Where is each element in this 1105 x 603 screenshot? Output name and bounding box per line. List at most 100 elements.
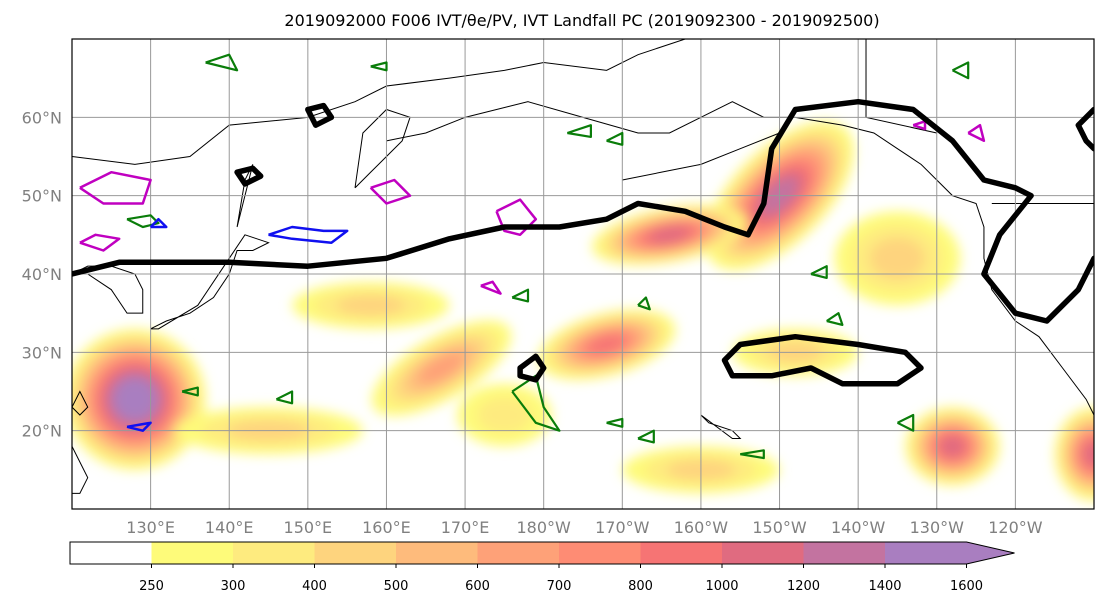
pv-contour-green-15	[275, 390, 294, 405]
pv-contour-green-11	[511, 288, 530, 303]
pv-contour-green-14	[897, 413, 915, 432]
pv-contour-green-3	[740, 449, 765, 460]
lat-label-30: 30°N	[22, 343, 62, 362]
ivt-region-2	[72, 328, 206, 470]
lon-label-160: 160°E	[362, 518, 411, 537]
colorbar: 250 300 400 500 600 700 800 1000 1200 1400 1600	[69, 541, 1015, 594]
colorbar-label-1000: 1000	[705, 579, 738, 594]
ivt-level-600	[419, 352, 464, 384]
pv-contour-green-5	[566, 124, 593, 138]
lat-label-60: 60°N	[22, 108, 62, 127]
gridlines	[72, 39, 1094, 509]
theta-contour-magenta-0	[79, 170, 152, 205]
theta-contour-magenta-2	[369, 178, 412, 205]
lat-label-20: 20°N	[22, 422, 62, 441]
lon-label-190: 170°W	[595, 518, 650, 537]
colorbar-segment-5	[477, 542, 560, 564]
colorbar-label-800: 800	[628, 579, 653, 594]
theta-contour-magenta-5	[967, 123, 986, 143]
colorbar-label-600: 600	[465, 579, 490, 594]
lon-label-210: 150°W	[752, 518, 807, 537]
longitude-labels: 130°E 140°E 150°E 160°E 170°E 180°W 170°W 160°W…	[126, 518, 1042, 537]
colorbar-label-400: 400	[302, 579, 327, 594]
ivt-level-400	[336, 295, 405, 316]
coastline-3	[150, 234, 270, 330]
lon-label-200: 160°W	[674, 518, 729, 537]
ivt-region-11	[457, 383, 552, 447]
pv-contour-green-10	[370, 61, 388, 72]
pv-contour-green-4	[810, 265, 828, 279]
theta-contour-blue-1	[126, 421, 152, 432]
pv-contour-green-7	[205, 53, 239, 72]
pc-loop-kamchatka	[305, 102, 335, 128]
colorbar-label-500: 500	[384, 579, 409, 594]
theta-contour-blue-0	[268, 225, 349, 244]
pc-loop-eastedge	[1075, 106, 1094, 152]
coastline-9	[700, 414, 742, 439]
theta-contour-magenta-6	[912, 120, 927, 131]
pv-contour-green-2	[606, 417, 624, 428]
lon-label-130: 130°E	[126, 518, 175, 537]
theta-contour-magenta-1	[79, 233, 121, 252]
lon-label-240: 120°W	[988, 518, 1043, 537]
colorbar-label-250: 250	[139, 579, 164, 594]
colorbar-label-1400: 1400	[868, 579, 901, 594]
ivt-level-1600	[118, 383, 151, 416]
theta-contour-blue-2	[149, 217, 168, 229]
lon-label-230: 130°W	[910, 518, 965, 537]
lon-label-180: 180°W	[517, 518, 572, 537]
colorbar-segment-3	[314, 542, 397, 564]
ivt-region-5	[905, 407, 1000, 486]
ivt-level-300	[477, 396, 532, 434]
pv-contour-green-9	[952, 61, 970, 80]
coastline-1	[354, 108, 411, 189]
pv-contour-green-12	[637, 296, 651, 311]
coastline-7	[386, 101, 1094, 416]
pc-loop-180	[517, 353, 547, 383]
map-frame	[71, 38, 1095, 510]
ivt-region-10	[292, 281, 450, 329]
colorbar-segment-10	[885, 542, 967, 564]
colorbar-segment-4	[396, 542, 478, 564]
lon-label-220: 140°W	[831, 518, 886, 537]
colorbar-label-300: 300	[221, 579, 246, 594]
colorbar-label-700: 700	[547, 579, 572, 594]
pv-contour-green-0	[126, 214, 160, 229]
coastline-6	[72, 446, 89, 494]
contour-layer	[72, 53, 1094, 460]
colorbar-segment-2	[233, 542, 315, 564]
lon-label-170: 170°E	[441, 518, 490, 537]
colorbar-segment-1	[151, 542, 234, 564]
colorbar-label-1200: 1200	[787, 579, 820, 594]
chart-title: 2019092000 F006 IVT/θe/PV, IVT Landfall …	[284, 11, 879, 30]
colorbar-extend-arrow	[966, 542, 1015, 564]
pv-contour-green-16	[637, 429, 655, 444]
pc-line-west	[72, 98, 1094, 324]
colorbar-segment-7	[640, 542, 723, 564]
colorbar-segment-9	[803, 542, 886, 564]
lat-label-50: 50°N	[22, 187, 62, 206]
colorbar-segment-0	[70, 542, 152, 564]
lon-label-150: 150°E	[284, 518, 333, 537]
ivt-region-3	[537, 309, 676, 380]
ivt-level-1000	[1083, 442, 1094, 467]
colorbar-label-1600: 1600	[950, 579, 983, 594]
pv-contour-green-13	[826, 312, 844, 326]
coastline-5	[72, 390, 89, 416]
latitude-labels: 20°N 30°N 40°N 50°N 60°N	[22, 108, 62, 440]
ivt-region-4	[371, 320, 512, 416]
pv-contour-green-6	[181, 386, 199, 397]
colorbar-segment-6	[559, 542, 641, 564]
pv-contour-green-8	[606, 131, 624, 146]
colorbar-outline	[69, 541, 1015, 565]
ivt-level-800	[587, 334, 626, 355]
ivt-level-400	[870, 237, 925, 279]
lat-label-40: 40°N	[22, 265, 62, 284]
theta-contour-magenta-4	[480, 280, 502, 295]
pc-loop-sakhalin	[234, 165, 264, 187]
ivt-level-1000	[940, 436, 965, 457]
pc-loop-30n	[721, 333, 924, 387]
ivt-level-1000	[649, 227, 690, 243]
lon-label-140: 140°E	[205, 518, 254, 537]
